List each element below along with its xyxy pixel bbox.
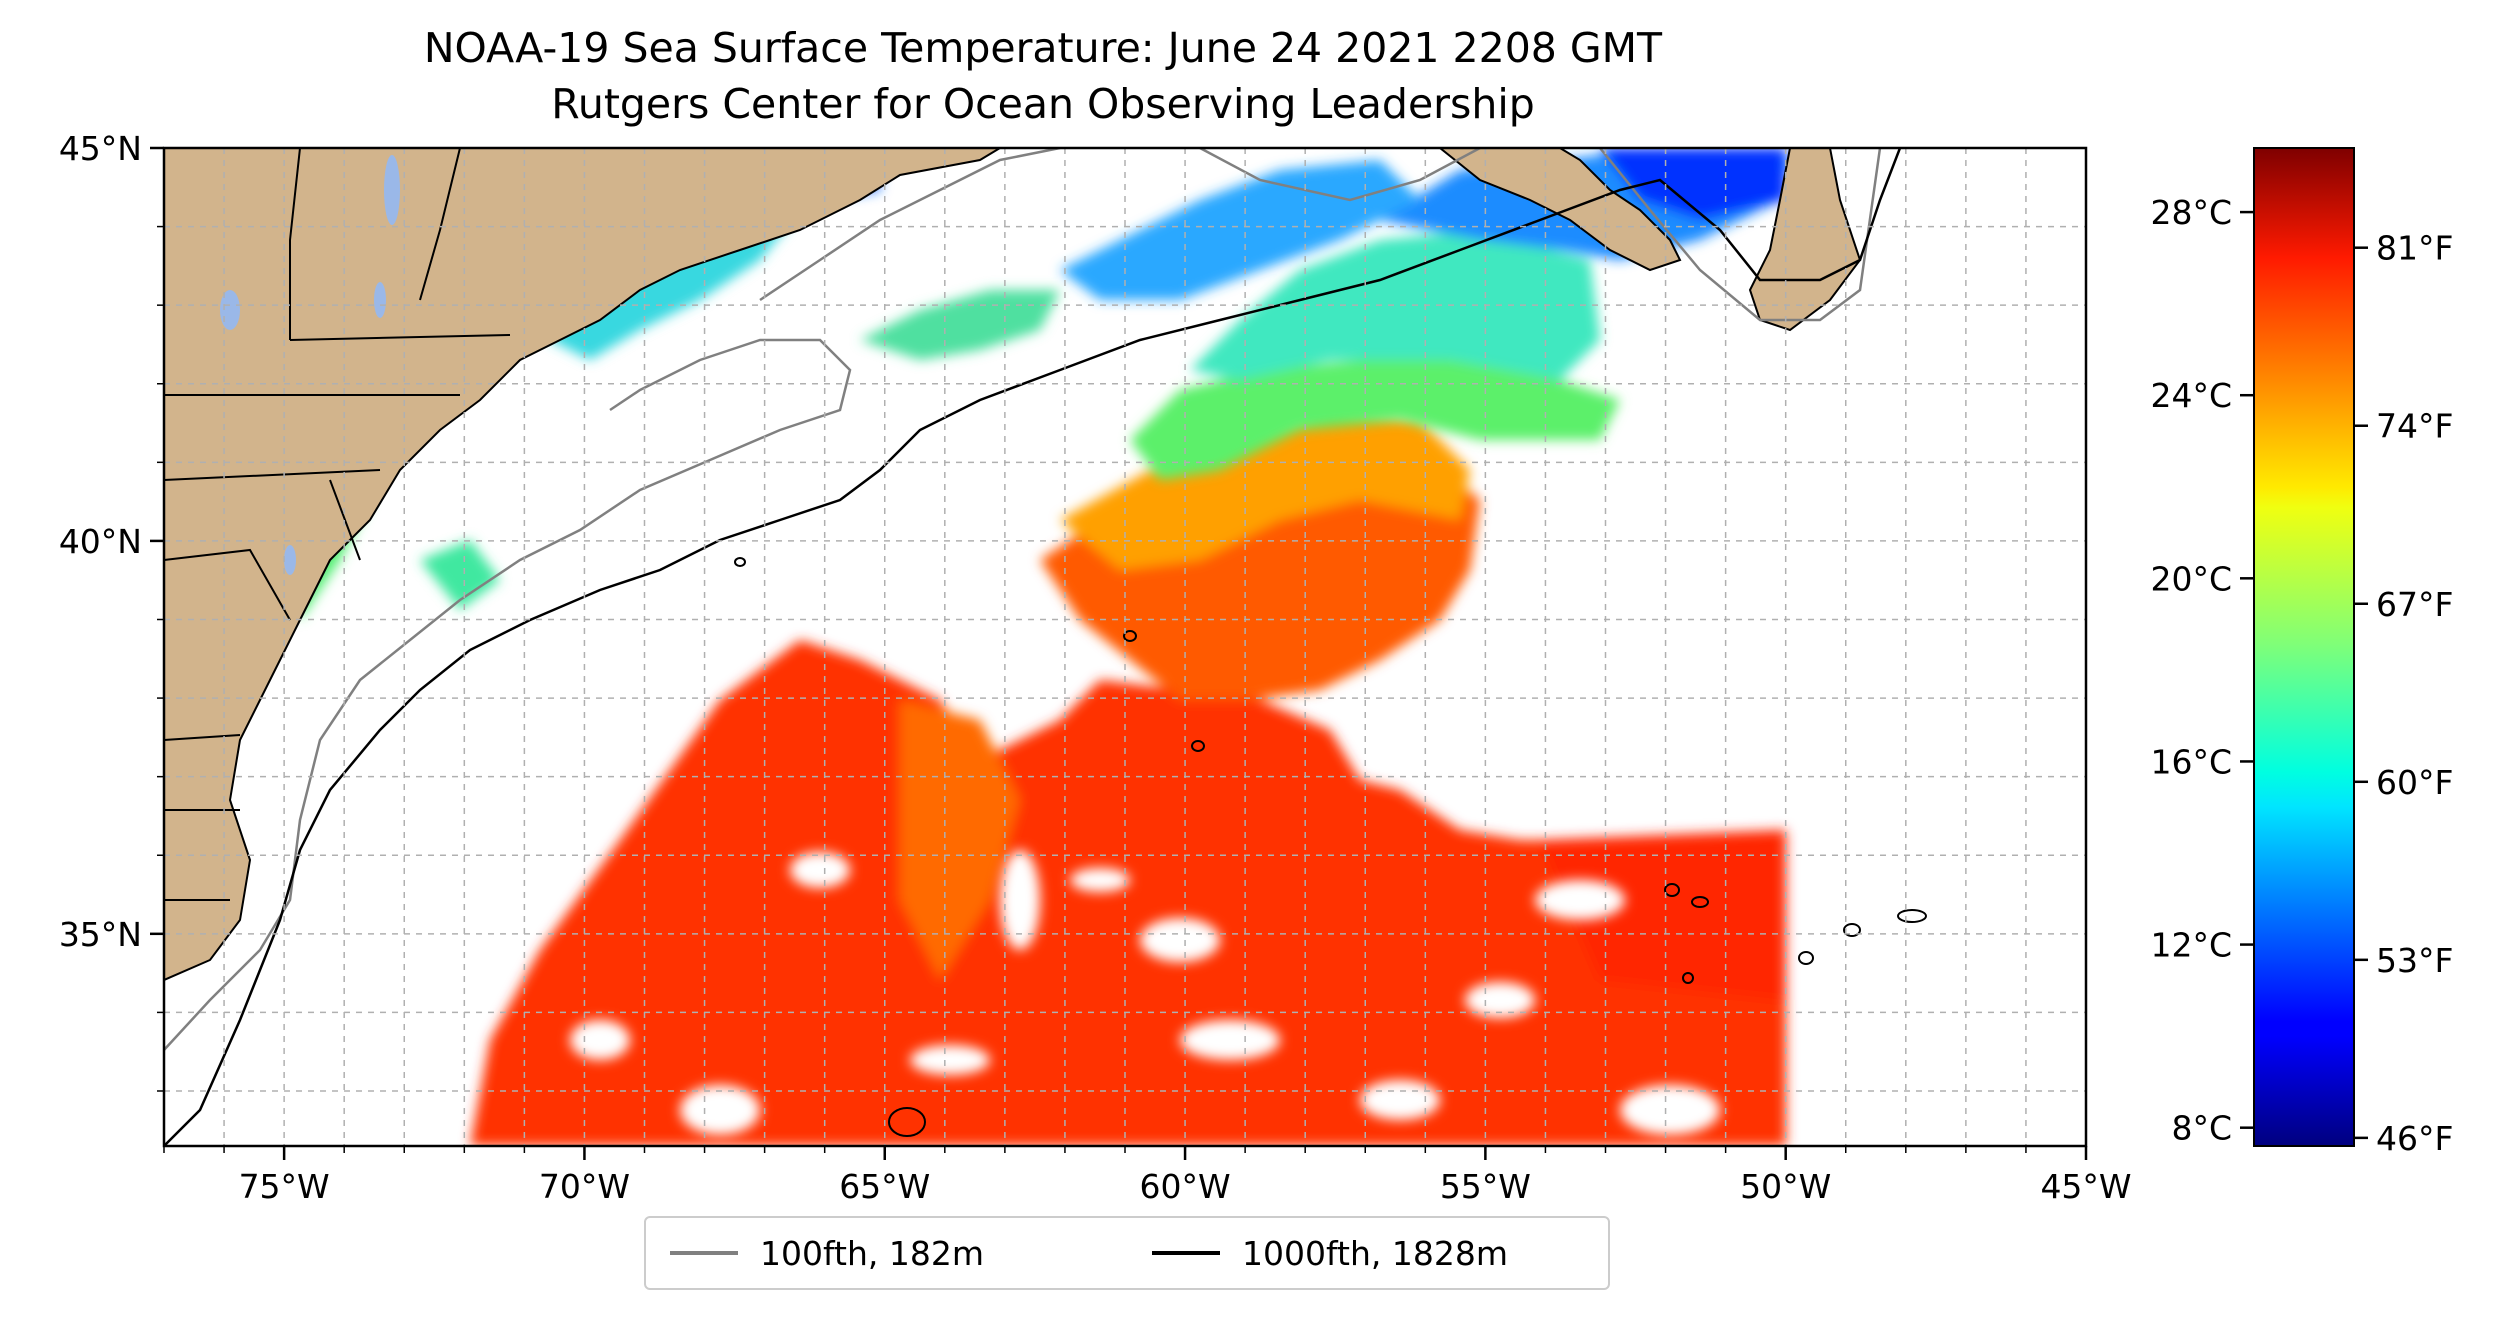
celsius-tick-label: 28°C: [2150, 193, 2232, 232]
celsius-tick-label: 8°C: [2171, 1109, 2232, 1148]
celsius-tick-label: 12°C: [2150, 926, 2232, 965]
sst-warm-region: [470, 410, 1786, 1146]
colorbar-ticks: 28°C 24°C 20°C 16°C 12°C 8°C 81°F 74°F 67°F 60°F 5…: [2150, 193, 2453, 1158]
lon-tick-label: 65°W: [839, 1167, 930, 1206]
fahrenheit-tick-label: 60°F: [2376, 763, 2453, 802]
legend-label-1000fth: 1000fth, 1828m: [1242, 1233, 1508, 1273]
lon-tick-label: 70°W: [539, 1167, 630, 1206]
map-axes: 75°W 70°W 65°W 60°W 55°W 50°W 45°W 45°N 40°N 35°N: [59, 129, 2132, 1206]
fahrenheit-tick-label: 46°F: [2376, 1119, 2453, 1158]
lon-tick-label: 75°W: [239, 1167, 330, 1206]
contour-100fth: [164, 148, 1882, 1051]
lat-tick-label: 40°N: [59, 522, 142, 561]
map-plot-area: [164, 148, 2086, 1146]
colorbar: [2253, 147, 2355, 1147]
contour-1000fth: [164, 148, 1902, 1146]
state-boundaries: [164, 148, 511, 901]
legend-entry-1000fth: 1000fth, 1828m: [1152, 1218, 1508, 1288]
lon-tick-label: 50°W: [1740, 1167, 1831, 1206]
legend-line-1000fth: [1152, 1251, 1220, 1255]
fahrenheit-tick-label: 81°F: [2376, 229, 2453, 268]
fahrenheit-tick-label: 53°F: [2376, 941, 2453, 980]
celsius-tick-label: 16°C: [2150, 742, 2232, 781]
map-title: NOAA-19 Sea Surface Temperature: June 24…: [423, 24, 1663, 72]
lat-tick-label: 35°N: [59, 915, 142, 954]
fahrenheit-tick-label: 67°F: [2376, 585, 2453, 624]
legend-line-100fth: [670, 1251, 738, 1255]
land-north-america: [164, 148, 1002, 982]
celsius-tick-label: 24°C: [2150, 376, 2232, 415]
seamount-outlines: [734, 557, 1927, 1137]
legend-entry-100fth: 100fth, 182m: [670, 1218, 984, 1288]
fahrenheit-tick-label: 74°F: [2376, 407, 2453, 446]
celsius-tick-label: 20°C: [2150, 559, 2232, 598]
lakes: [220, 155, 400, 575]
lon-tick-label: 60°W: [1140, 1167, 1231, 1206]
cloud-mask: [570, 850, 1720, 1135]
land-cape-breton: [1748, 148, 1862, 332]
map-subtitle: Rutgers Center for Ocean Observing Leade…: [551, 80, 1535, 128]
legend-label-100fth: 100fth, 182m: [760, 1233, 984, 1273]
lat-tick-label: 45°N: [59, 129, 142, 168]
lon-tick-label: 45°W: [2040, 1167, 2131, 1206]
contour-legend: 100fth, 182m 1000fth, 1828m: [644, 1216, 1610, 1290]
lon-tick-label: 55°W: [1440, 1167, 1531, 1206]
map-grid: [164, 148, 2086, 1146]
land-newfoundland: [1438, 148, 1682, 272]
